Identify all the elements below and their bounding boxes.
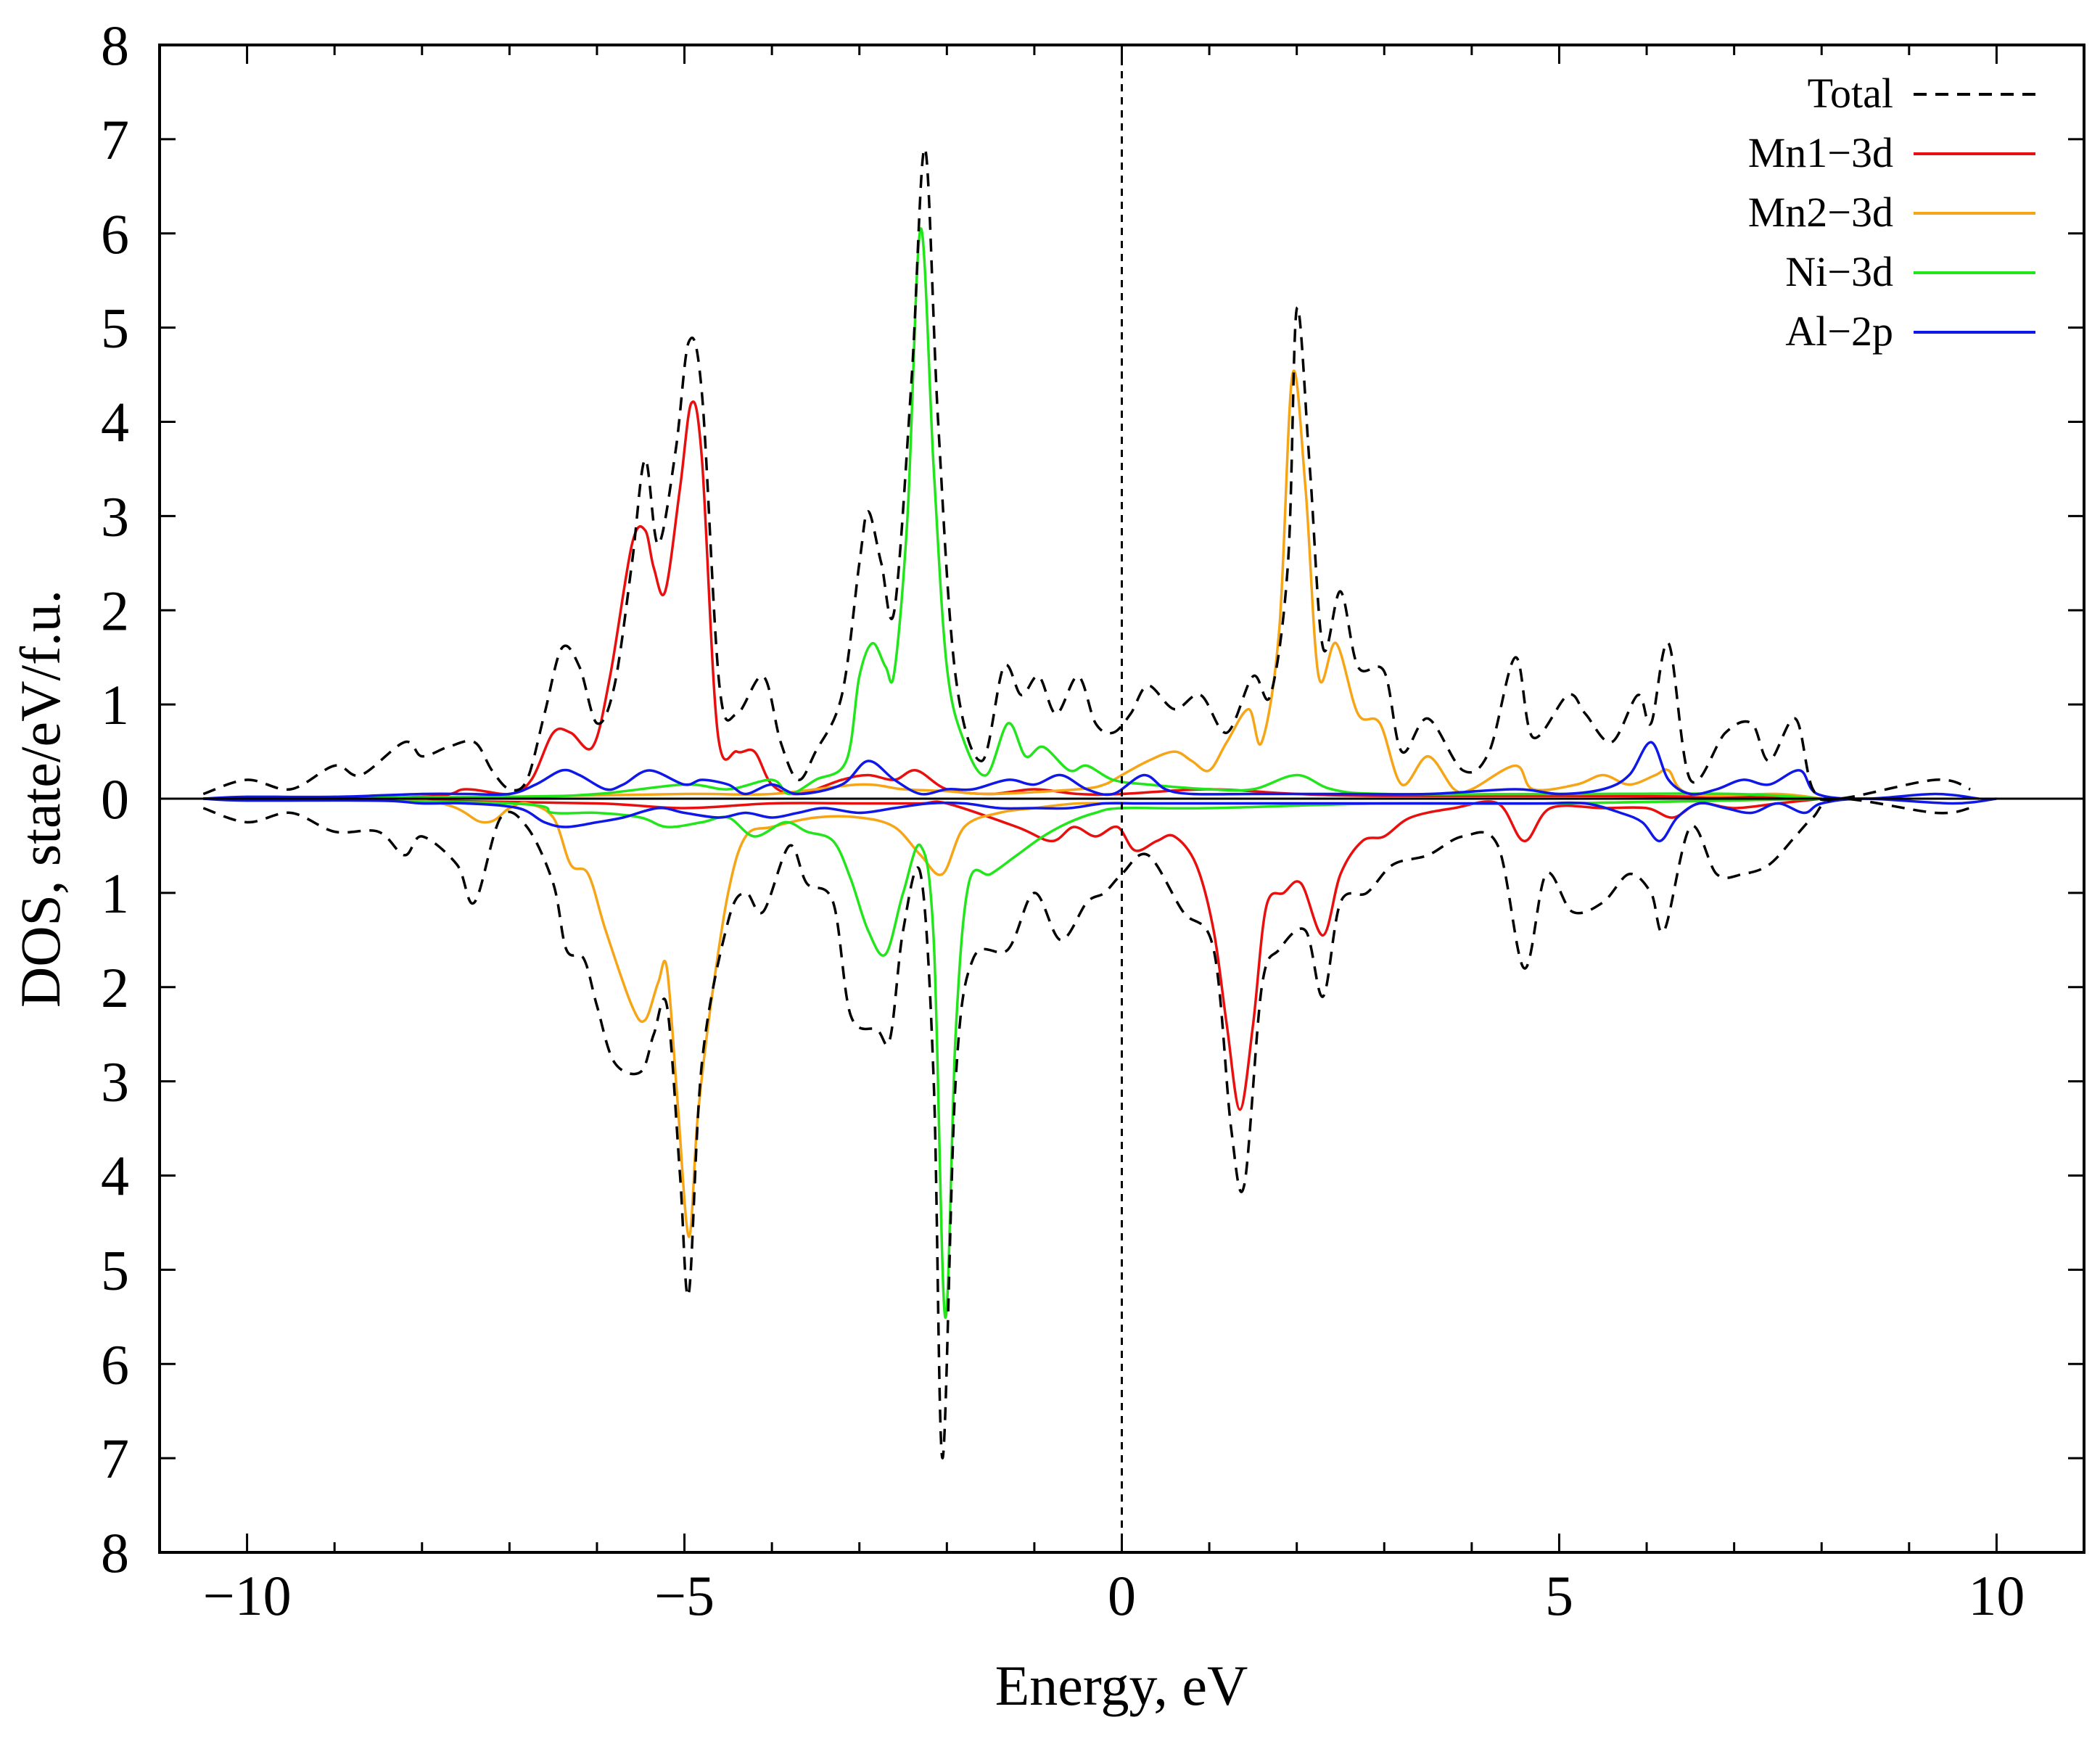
series-mn1-3d-spin-down [203, 797, 1822, 1111]
x-tick-label: 5 [1545, 1564, 1573, 1627]
y-tick-label: 1 [101, 862, 129, 925]
series-layer [202, 147, 1997, 1460]
legend-label-mn1-3d: Mn1−3d [1748, 129, 1893, 176]
x-tick-label: 10 [1968, 1564, 2025, 1627]
y-tick-label: 2 [101, 579, 129, 642]
series-total-spin-up [202, 147, 1971, 802]
y-tick-label: 0 [101, 767, 129, 831]
y-tick-label: 5 [101, 297, 129, 360]
y-tick-label: 7 [101, 1427, 129, 1490]
y-tick-label: 3 [101, 1050, 129, 1114]
legend-label-ni-3d: Ni−3d [1785, 248, 1893, 295]
y-tick-label: 6 [101, 202, 129, 266]
y-tick-label: 8 [101, 1521, 129, 1584]
y-tick-label: 3 [101, 485, 129, 548]
y-tick-label: 8 [101, 14, 129, 77]
y-tick-labels: 8 7 6 5 4 3 2 1 0 1 2 3 4 5 6 7 8 [101, 14, 129, 1584]
y-tick-label: 5 [101, 1238, 129, 1301]
x-axis-label: Energy, eV [995, 1654, 1248, 1717]
legend-label-mn2-3d: Mn2−3d [1748, 189, 1893, 236]
axis-ticks [160, 44, 2084, 1554]
legend-label-total: Total [1808, 70, 1893, 117]
y-tick-label: 6 [101, 1333, 129, 1396]
y-axis-label: DOS, state/eV/f.u. [9, 590, 72, 1008]
legend: Total Mn1−3d Mn2−3d Ni−3d Al−2p [1748, 70, 2035, 355]
y-tick-label: 4 [101, 391, 129, 454]
y-tick-label: 7 [101, 108, 129, 171]
y-tick-label: 2 [101, 956, 129, 1019]
legend-label-al-2p: Al−2p [1785, 308, 1893, 355]
series-al-2p-spin-up [203, 741, 1980, 800]
x-tick-label: −5 [654, 1564, 715, 1627]
y-tick-label: 4 [101, 1145, 129, 1208]
x-tick-labels: −10 −5 0 5 10 [203, 1564, 2025, 1627]
series-total-spin-down [202, 797, 1971, 1460]
series-mn2-3d-spin-up [203, 369, 1822, 800]
series-al-2p-spin-down [203, 797, 1997, 843]
series-ni-3d-spin-up [203, 227, 1822, 800]
x-tick-label: −10 [203, 1564, 292, 1627]
y-tick-label: 1 [101, 673, 129, 736]
x-tick-label: 0 [1108, 1564, 1136, 1627]
series-ni-3d-spin-down [203, 797, 1822, 1319]
